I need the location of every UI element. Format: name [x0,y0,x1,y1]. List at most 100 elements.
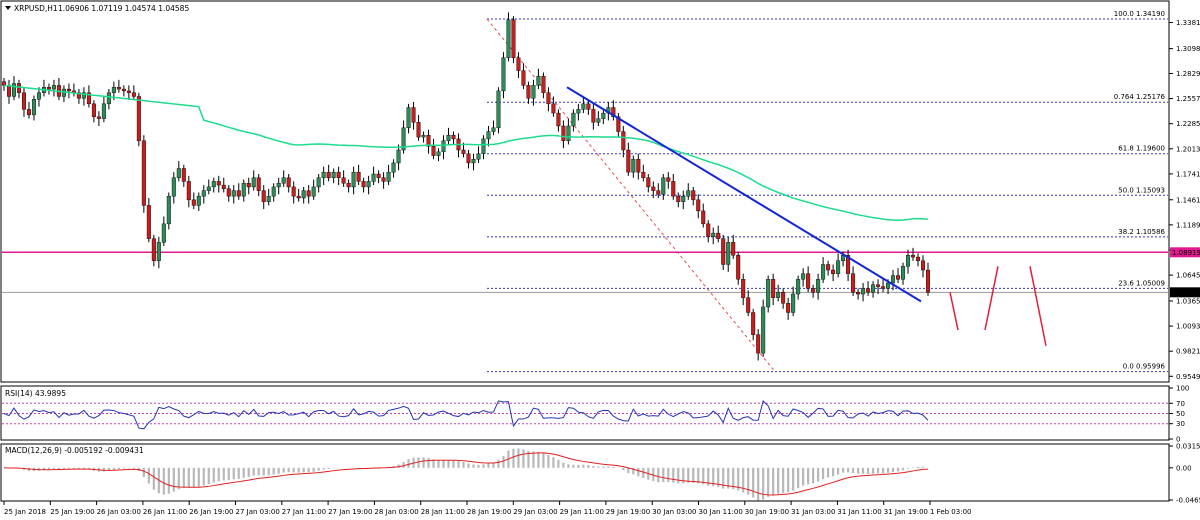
candle-body [106,92,111,105]
candle-body [351,171,356,188]
forecast-segment [984,266,999,331]
candle-body [911,255,916,258]
fib-level-label: 0.0 0.95996 [1123,363,1166,371]
candle-body [171,177,176,197]
macd-y-tick-label: 0.031529 [1176,443,1200,451]
candle-body [266,195,271,202]
candle-body [861,288,866,295]
candle-body [446,135,451,141]
candle-body [16,83,21,93]
candle-body [651,186,656,191]
x-tick-label: 26 Jan 11:00 [143,508,187,516]
candle-body [811,288,816,293]
candle-body [591,109,596,123]
x-tick-label: 29 Jan 11:00 [560,508,604,516]
candle-body [501,57,506,92]
candle-body [906,255,911,267]
chart-ohlc-values: 1.06906 1.07119 1.04574 1.04585 [58,4,189,13]
candle-body [521,70,526,86]
candle-body [611,107,616,117]
candle-body [831,269,836,274]
candle-body [791,293,796,313]
candle-body [476,153,481,160]
candle-body [826,264,831,271]
candle-body [261,190,266,202]
bearish-trendline[interactable] [566,86,922,303]
dropdown-arrow-icon[interactable] [5,6,11,10]
candle-body [781,291,786,304]
candle-body [746,297,751,313]
y-tick-label: 1.20130 [1176,145,1200,153]
candle-body [541,75,546,93]
candle-body [301,190,306,199]
rsi-panel[interactable] [0,385,1170,441]
candle-body [676,195,681,202]
y-tick-label: 1.14610 [1176,196,1200,204]
fib-diagonal-line [486,18,776,372]
candle-body [686,190,691,197]
candle-body [706,223,711,237]
rsi-y-tick-label: 70 [1176,400,1185,408]
candle-body [726,242,731,265]
x-tick-label: 25 Jan 19:00 [50,508,94,516]
candle-body [666,177,671,182]
candle-body [886,282,891,289]
candle-body [836,260,841,274]
candle-body [451,135,456,140]
candle-body [721,238,726,265]
candle-body [36,92,41,100]
candle-body [426,135,431,147]
candle-body [741,279,746,298]
candle-body [506,19,511,58]
moving-average-line [3,84,929,221]
candle-body [776,291,781,298]
fib-level-label: 0.764 1.25176 [1114,93,1166,101]
candle-body [681,195,686,202]
candle-body [346,183,351,188]
macd-panel[interactable] [0,443,1170,502]
candle-body [661,177,666,195]
candle-body [551,103,556,114]
candle-body [386,171,391,182]
candle-body [646,177,651,188]
candle-body [851,273,856,293]
rsi-y-tick-label: 50 [1176,410,1185,418]
candle-body [111,87,116,93]
candle-body [846,255,851,274]
x-tick-label: 27 Jan 03:00 [236,508,280,516]
candle-body [561,125,566,141]
candle-body [881,286,886,289]
candle-body [756,334,761,354]
x-tick-label: 28 Jan 19:00 [467,508,511,516]
candle-body [196,195,201,206]
price-panel[interactable] [0,0,1170,383]
current-price-label: 1.04585 [1172,289,1200,297]
candle-body [96,116,101,119]
macd-signal-line [3,452,929,496]
candle-body [341,177,346,184]
rsi-y-tick-label: 30 [1176,420,1185,428]
candle-body [76,92,81,99]
candle-body [571,112,576,127]
candle-body [736,255,741,280]
candle-body [406,107,411,129]
candle-body [216,181,221,186]
rsi-title: RSI(14) 43.9895 [5,389,66,398]
candle-body [581,103,586,110]
candle-body [471,159,476,164]
candle-body [296,195,301,199]
candle-body [526,85,531,99]
candle-body [576,109,581,114]
candle-body [621,131,626,151]
candle-body [691,190,696,201]
macd-y-tick-label: 0.00 [1176,464,1192,472]
x-tick-label: 30 Jan 19:00 [745,508,789,516]
y-tick-label: 0.95490 [1176,373,1200,381]
candle-body [796,279,801,295]
candle-body [191,199,196,206]
candle-body [281,177,286,184]
candle-body [871,284,876,293]
x-tick-label: 27 Jan 19:00 [328,508,372,516]
